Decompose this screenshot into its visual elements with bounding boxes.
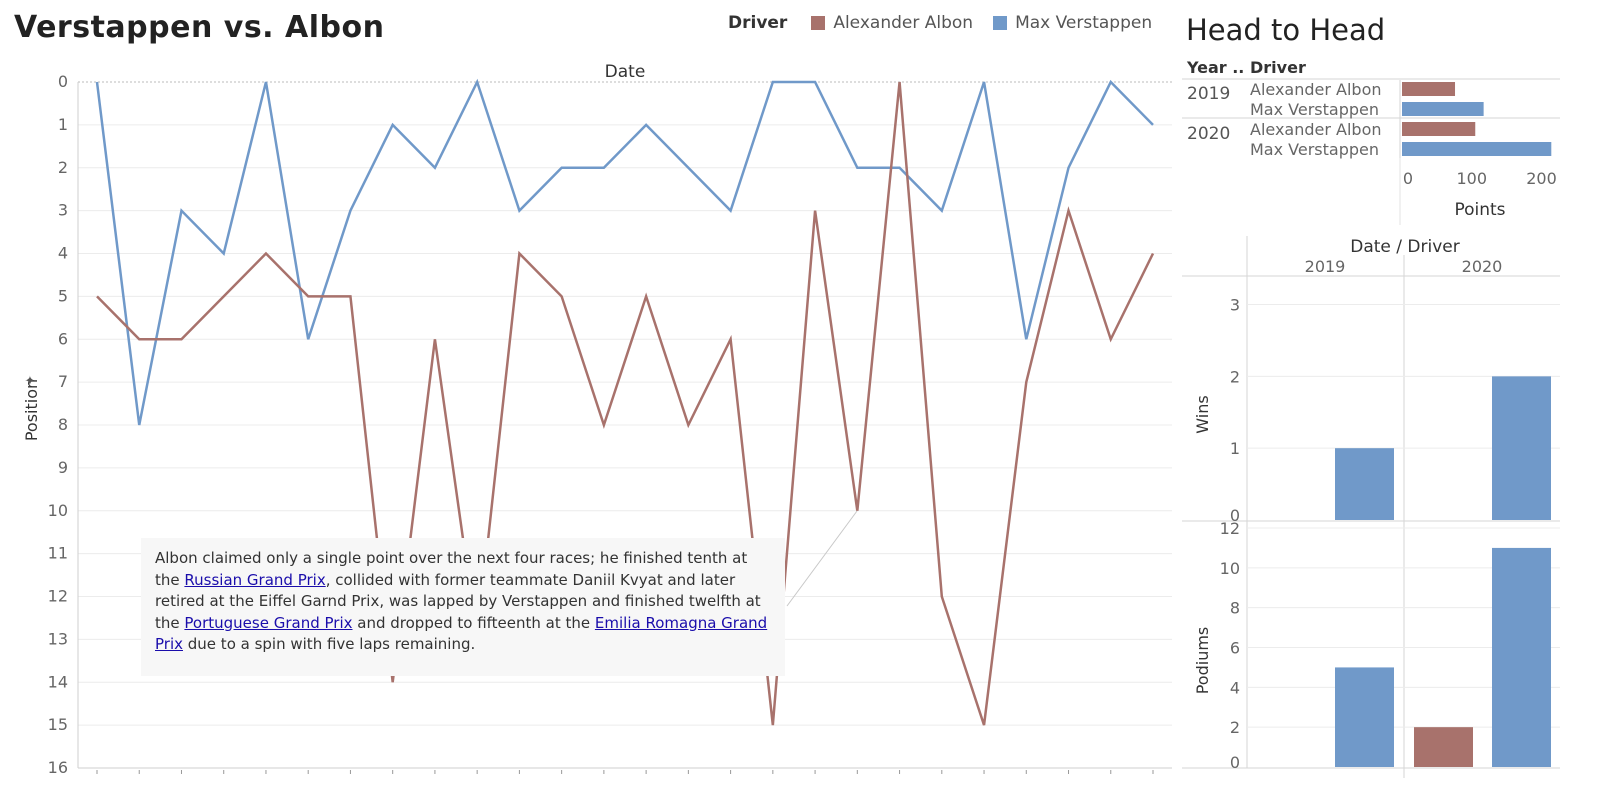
driver-label: Max Verstappen [1250, 140, 1379, 159]
annotation-text-2: , collided with former teammate Daniil K… [155, 570, 761, 632]
panel-header: Date / Driver [1350, 237, 1459, 257]
y-tick-label: 6 [58, 329, 68, 348]
link-portuguese-gp[interactable]: Portuguese Grand Prix [184, 613, 353, 632]
y-axis-title-wins: Wins [1193, 395, 1212, 433]
points-tick-label: 100 [1456, 169, 1487, 188]
wins-bar [1335, 448, 1394, 520]
points-tick-label: 0 [1403, 169, 1413, 188]
y-tick-label: 0 [1230, 506, 1240, 525]
y-tick-label: 15 [48, 715, 68, 734]
head-to-head-title: Head to Head [1186, 13, 1386, 47]
y-tick-label: 9 [58, 458, 68, 477]
y-tick-label: 16 [48, 758, 68, 777]
series-line-verstappen [95, 78, 1154, 426]
table-header-driver: Driver [1250, 58, 1306, 77]
y-tick-label: 0 [58, 72, 68, 91]
driver-legend[interactable]: Driver Alexander Albon Max Verstappen [728, 13, 1172, 33]
y-tick-label: 12 [48, 587, 68, 606]
y-tick-label: 12 [1220, 519, 1240, 538]
y-tick-label: 8 [1230, 599, 1240, 618]
y-tick-label: 1 [1230, 439, 1240, 458]
annotation-text-3: and dropped to fifteenth at the [357, 613, 591, 632]
annotation-text-1: Albon claimed only a single point over t… [155, 549, 748, 589]
y-tick-label: 4 [58, 244, 68, 263]
y-tick-label: 0 [1230, 753, 1240, 772]
annotation-leader-line [786, 510, 858, 607]
link-emilia-romagna-gp[interactable]: Emilia Romagna Grand Prix [155, 613, 768, 654]
table-header-year: Year .. [1186, 58, 1244, 77]
y-tick-label: 10 [48, 501, 68, 520]
y-tick-label: 14 [48, 672, 68, 691]
y-axis-title-podiums: Podiums [1193, 627, 1212, 695]
y-tick-label: 1 [58, 115, 68, 134]
driver-label: Alexander Albon [1250, 80, 1382, 99]
legend-item-verstappen[interactable]: Max Verstappen [993, 13, 1152, 33]
legend-label-albon: Alexander Albon [833, 13, 974, 33]
legend-swatch-verstappen [993, 16, 1008, 30]
podiums-bar [1335, 667, 1394, 767]
y-tick-label: 2 [1230, 718, 1240, 737]
podiums-bar [1492, 547, 1551, 767]
year-label: 2020 [1187, 124, 1230, 144]
points-bar [1402, 142, 1552, 156]
y-tick-label: 13 [48, 629, 68, 648]
annotation-box: Albon claimed only a single point over t… [141, 538, 785, 676]
points-tick-label: 200 [1526, 169, 1557, 188]
points-axis-title: Points [1454, 200, 1505, 220]
y-axis-title: Position [22, 379, 41, 441]
y-tick-label: 5 [58, 286, 68, 305]
link-russian-gp[interactable]: Russian Grand Prix [184, 570, 326, 589]
points-bar [1402, 102, 1484, 116]
annotation-text-4: due to a spin with five laps remaining. [187, 635, 476, 653]
y-tick-label: 2 [1230, 367, 1240, 386]
dashboard-title: Verstappen vs. Albon [14, 10, 385, 45]
legend-title: Driver [728, 13, 788, 33]
driver-label: Max Verstappen [1250, 100, 1379, 119]
year-header-2019: 2019 [1305, 257, 1346, 276]
year-header-2020: 2020 [1462, 257, 1503, 276]
x-axis-title: Date [605, 62, 646, 82]
y-tick-label: 8 [58, 415, 68, 434]
legend-item-albon[interactable]: Alexander Albon [811, 13, 973, 33]
y-tick-label: 6 [1230, 639, 1240, 658]
y-tick-label: 3 [1230, 296, 1240, 315]
legend-label-verstappen: Max Verstappen [1015, 13, 1153, 33]
y-tick-label: 11 [48, 544, 68, 563]
pin-icon: ✦ [25, 374, 36, 389]
y-tick-label: 10 [1220, 559, 1240, 578]
wins-bar [1492, 376, 1551, 520]
y-tick-label: 2 [58, 158, 68, 177]
y-tick-label: 7 [58, 372, 68, 391]
points-bar [1402, 122, 1476, 136]
points-bar [1402, 82, 1456, 96]
podiums-bar [1414, 727, 1473, 767]
series-line-albon [96, 81, 1155, 726]
y-tick-label: 4 [1230, 678, 1240, 697]
y-tick-label: 3 [58, 201, 68, 220]
year-label: 2019 [1187, 84, 1230, 104]
driver-label: Alexander Albon [1250, 120, 1382, 139]
legend-swatch-albon [811, 16, 826, 30]
